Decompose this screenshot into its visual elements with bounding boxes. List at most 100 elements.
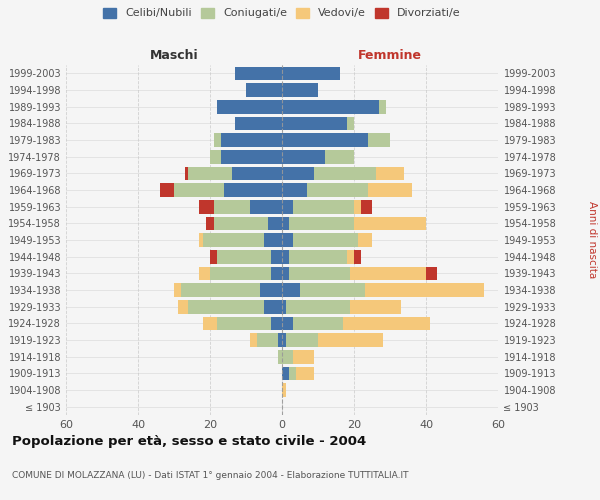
Bar <box>282 116 347 130</box>
Bar <box>217 250 271 264</box>
Bar <box>210 266 271 280</box>
Bar <box>282 166 314 180</box>
Text: Popolazione per età, sesso e stato civile - 2004: Popolazione per età, sesso e stato civil… <box>12 434 366 448</box>
Bar <box>214 216 268 230</box>
Bar <box>271 266 282 280</box>
Bar <box>282 366 289 380</box>
Bar <box>188 300 264 314</box>
Bar <box>293 200 354 213</box>
Bar <box>235 116 282 130</box>
Bar <box>210 150 221 164</box>
Bar <box>289 216 354 230</box>
Bar <box>188 166 232 180</box>
Bar <box>264 300 282 314</box>
Bar <box>214 200 250 213</box>
Bar <box>365 283 484 297</box>
Bar <box>178 300 188 314</box>
Bar <box>174 183 224 197</box>
Bar <box>282 333 286 347</box>
Bar <box>282 316 293 330</box>
Bar <box>174 283 181 297</box>
Bar <box>282 183 307 197</box>
Bar <box>257 333 278 347</box>
Bar <box>260 283 282 297</box>
Bar <box>289 250 347 264</box>
Bar <box>293 350 314 364</box>
Bar <box>282 383 286 397</box>
Bar <box>286 300 350 314</box>
Bar <box>354 200 361 213</box>
Bar <box>203 233 264 247</box>
Bar <box>181 283 260 297</box>
Bar <box>217 316 271 330</box>
Bar <box>271 316 282 330</box>
Bar <box>286 333 318 347</box>
Bar <box>361 200 372 213</box>
Bar <box>426 266 437 280</box>
Legend: Celibi/Nubili, Coniugati/e, Vedovi/e, Divorziati/e: Celibi/Nubili, Coniugati/e, Vedovi/e, Di… <box>103 8 461 18</box>
Bar <box>221 133 282 147</box>
Bar <box>160 183 174 197</box>
Bar <box>217 100 282 114</box>
Bar <box>250 333 257 347</box>
Bar <box>278 350 282 364</box>
Text: Femmine: Femmine <box>358 48 422 62</box>
Bar <box>282 233 293 247</box>
Bar <box>368 183 412 197</box>
Text: Maschi: Maschi <box>149 48 199 62</box>
Bar <box>354 250 361 264</box>
Bar <box>282 133 368 147</box>
Bar <box>282 250 289 264</box>
Bar <box>350 300 401 314</box>
Bar <box>250 200 282 213</box>
Bar <box>325 150 354 164</box>
Text: COMUNE DI MOLAZZANA (LU) - Dati ISTAT 1° gennaio 2004 - Elaborazione TUTTITALIA.: COMUNE DI MOLAZZANA (LU) - Dati ISTAT 1°… <box>12 471 409 480</box>
Bar <box>282 283 300 297</box>
Bar <box>282 83 318 97</box>
Bar <box>282 300 286 314</box>
Bar <box>354 216 426 230</box>
Text: Anni di nascita: Anni di nascita <box>587 202 597 278</box>
Bar <box>235 66 282 80</box>
Bar <box>199 233 203 247</box>
Bar <box>271 250 282 264</box>
Bar <box>282 350 293 364</box>
Bar <box>214 133 221 147</box>
Bar <box>224 183 282 197</box>
Bar <box>282 66 340 80</box>
Bar <box>368 133 390 147</box>
Bar <box>347 116 354 130</box>
Bar <box>282 200 293 213</box>
Bar <box>358 233 372 247</box>
Bar <box>199 200 214 213</box>
Bar <box>282 150 325 164</box>
Bar <box>314 166 376 180</box>
Y-axis label: Fasce di età: Fasce di età <box>0 207 3 273</box>
Bar <box>246 83 282 97</box>
Bar <box>376 166 404 180</box>
Bar <box>293 316 343 330</box>
Bar <box>210 250 217 264</box>
Bar <box>278 333 282 347</box>
Bar <box>300 283 365 297</box>
Bar <box>289 266 350 280</box>
Bar <box>199 266 210 280</box>
Bar <box>221 150 282 164</box>
Bar <box>185 166 188 180</box>
Bar <box>296 366 314 380</box>
Bar <box>350 266 426 280</box>
Bar <box>268 216 282 230</box>
Bar <box>264 233 282 247</box>
Bar <box>282 266 289 280</box>
Bar <box>203 316 217 330</box>
Bar <box>347 250 354 264</box>
Bar <box>293 233 358 247</box>
Bar <box>379 100 386 114</box>
Bar <box>289 366 296 380</box>
Bar <box>307 183 368 197</box>
Bar <box>343 316 430 330</box>
Bar <box>318 333 383 347</box>
Bar <box>282 100 379 114</box>
Bar <box>206 216 214 230</box>
Bar <box>282 216 289 230</box>
